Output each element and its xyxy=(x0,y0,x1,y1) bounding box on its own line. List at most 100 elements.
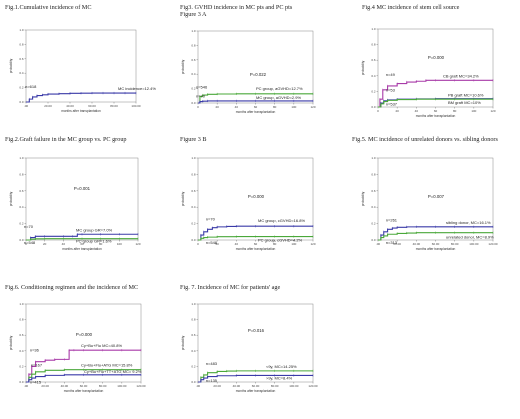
y-axis-label: probability xyxy=(181,335,185,350)
fig3a-chart: 0.0 0.2 0.4 0.6 0.8 1.0 0 20 40 60 80 100 120 months … xyxy=(181,29,316,114)
x-tick-label: 80.00 xyxy=(271,384,279,388)
fig3a-subtitle: Figure 3 A xyxy=(180,11,207,18)
y-axis-label: probability xyxy=(9,58,13,73)
x-tick-label: 120 xyxy=(490,109,495,113)
p-value: P=0.001 xyxy=(74,186,91,191)
x-tick-label: 100 xyxy=(291,105,296,109)
x-tick-label: 60.00 xyxy=(88,104,96,108)
series-label: Cy+Bu+Flu MC=40.8% xyxy=(81,343,122,348)
x-tick-label: 40 xyxy=(235,105,239,109)
y-tick-label: 1.0 xyxy=(191,156,196,160)
x-tick-label: .00 xyxy=(376,242,381,246)
y-tick-label: 0.2 xyxy=(19,222,24,226)
n-label: n=618 xyxy=(25,84,37,89)
plot-frame xyxy=(25,157,139,241)
fig4-title: Fig.4 MC incidence of stem cell source xyxy=(362,4,460,11)
p-value: P=0.000 xyxy=(76,332,93,337)
fig5-title: Fig.5. MC incidence of unrelated donors … xyxy=(352,136,498,143)
y-tick-label: 0.8 xyxy=(19,172,24,176)
n-label: n=313 xyxy=(386,240,398,245)
x-tick-label: 120 xyxy=(310,242,315,246)
y-tick-label: 0.6 xyxy=(371,58,376,62)
y-tick-label: 0.4 xyxy=(19,349,24,353)
x-tick-label: 100.00 xyxy=(131,104,141,108)
p-value: P=0.022 xyxy=(250,72,267,77)
y-axis-label: probability xyxy=(9,191,13,206)
y-tick-label: 0.0 xyxy=(19,238,24,242)
y-tick-label: 0.0 xyxy=(191,101,196,105)
y-tick-label: 1.0 xyxy=(371,156,376,160)
x-tick-label: 80 xyxy=(273,105,277,109)
series-label: MC group, cGVHD=16.8% xyxy=(258,218,305,223)
series-label: <9y, MC=14.25% xyxy=(266,364,297,369)
n-label: n=546 xyxy=(196,84,208,89)
x-tick-label: 120 xyxy=(310,105,315,109)
x-axis-label: months after transplantation xyxy=(236,247,276,251)
y-tick-label: 0.6 xyxy=(191,333,196,337)
y-axis-label: probability xyxy=(9,335,13,350)
x-tick-label: 40.00 xyxy=(66,104,74,108)
y-tick-label: 0.6 xyxy=(371,189,376,193)
plot-frame xyxy=(25,29,137,103)
fig6-title: Fig.6. Conditioning regimen and the inci… xyxy=(5,284,139,291)
series-label: MC group, aGVHD=2.9% xyxy=(256,95,301,100)
fig6-chart: 0.0 0.2 0.4 0.6 0.8 1.0 .00 20.00 40.00 60.00 80.0… xyxy=(9,302,146,393)
y-tick-label: 0.2 xyxy=(191,222,196,226)
series-label: unrelated donor, MC=8.9% xyxy=(446,235,494,240)
p-value: P=0.016 xyxy=(248,328,265,333)
x-tick-label: .00 xyxy=(24,384,29,388)
x-tick-label: 40.00 xyxy=(61,384,69,388)
x-axis-label: months after transplantation xyxy=(61,109,101,113)
n-label: n=415 xyxy=(30,380,42,385)
y-tick-label: 0.0 xyxy=(191,238,196,242)
x-tick-label: 100 xyxy=(471,109,476,113)
n-label: n=36 xyxy=(30,348,40,353)
fig3b-subtitle: Figure 3 B xyxy=(180,136,207,143)
y-tick-label: 0.4 xyxy=(191,205,196,209)
y-tick-label: 0.0 xyxy=(19,100,24,104)
x-tick-label: 20.00 xyxy=(41,384,49,388)
series-label: Cy+Bu+Flu+TT+ATG MC= 9.2% xyxy=(84,369,142,374)
n-label: n=537 xyxy=(386,102,398,107)
y-axis-label: probability xyxy=(361,191,365,206)
x-tick-label: 60 xyxy=(434,109,438,113)
x-tick-label: 20.00 xyxy=(393,242,401,246)
series-label: CB graft MC=34.2% xyxy=(443,73,479,78)
fig1-title: Fig.1.Cumulative incidence of MC xyxy=(5,4,92,11)
x-tick-label: 80.00 xyxy=(99,384,107,388)
y-tick-label: 0.2 xyxy=(371,222,376,226)
n-label: n=70 xyxy=(206,217,216,222)
y-axis-label: probability xyxy=(181,59,185,74)
x-tick-label: 0 xyxy=(25,242,27,246)
x-axis-label: months after transplantation xyxy=(64,389,104,393)
x-tick-label: 120.00 xyxy=(308,384,318,388)
series-label: PC group, aGVHD=12.7% xyxy=(256,86,303,91)
y-tick-label: 0.4 xyxy=(19,71,24,75)
n-label: n=70 xyxy=(24,224,34,229)
fig2-chart: 0.0 0.2 0.4 0.6 0.8 1.0 0 20 40 60 80 100 120 months … xyxy=(9,156,141,251)
x-tick-label: 0 xyxy=(197,105,199,109)
y-tick-label: 0.2 xyxy=(19,86,24,90)
y-tick-label: 0.8 xyxy=(371,43,376,47)
x-tick-label: 80 xyxy=(273,242,277,246)
x-tick-label: 20 xyxy=(215,105,219,109)
x-axis-label: months after transplantation xyxy=(62,247,102,251)
y-tick-label: 0.8 xyxy=(19,318,24,322)
x-tick-label: 20.00 xyxy=(44,104,52,108)
plot-frame xyxy=(197,30,314,104)
fig5-chart: 0.0 0.2 0.4 0.6 0.8 1.0 .00 20.00 40.00 60.00 80.0… xyxy=(361,156,498,251)
x-tick-label: .00 xyxy=(196,384,201,388)
y-tick-label: 0.8 xyxy=(371,172,376,176)
series-label: MC incidence=12.4% xyxy=(118,86,156,91)
y-tick-label: 0.2 xyxy=(371,89,376,93)
x-tick-label: .00 xyxy=(24,104,29,108)
y-axis-label: probability xyxy=(361,60,365,75)
x-tick-label: 0 xyxy=(377,109,379,113)
y-tick-label: 0.4 xyxy=(191,72,196,76)
series-label: BM graft MC=10% xyxy=(448,100,481,105)
y-tick-label: 0.4 xyxy=(371,205,376,209)
x-tick-label: 0 xyxy=(197,242,199,246)
x-tick-label: 120 xyxy=(135,242,140,246)
x-tick-label: 60 xyxy=(80,242,84,246)
plot-frame xyxy=(197,303,314,383)
